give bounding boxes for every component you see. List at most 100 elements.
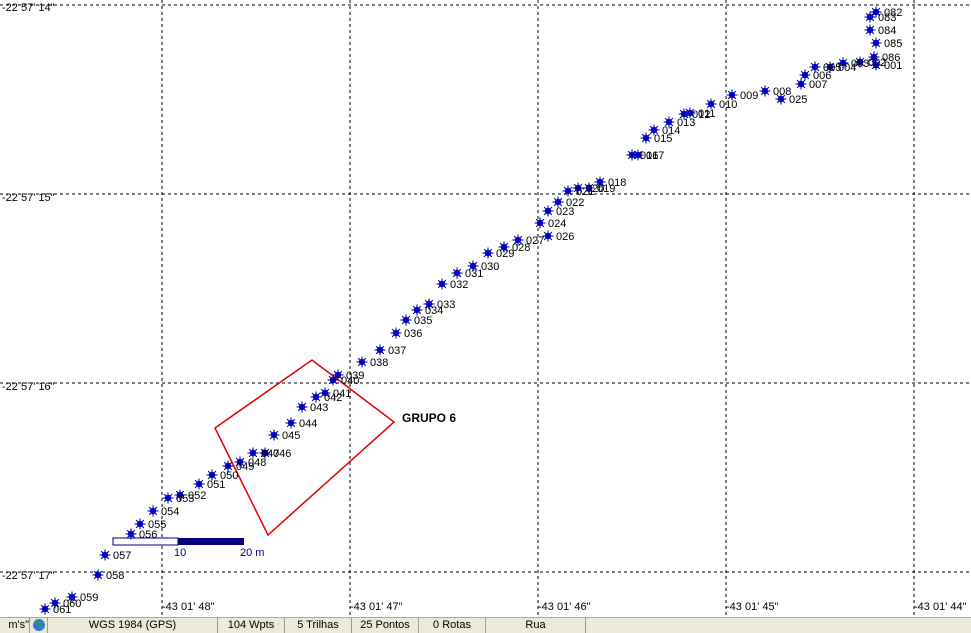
waypoint-rays (583, 182, 595, 194)
waypoint[interactable]: 001 (870, 59, 903, 72)
waypoint[interactable]: 011 (684, 107, 716, 120)
waypoint[interactable]: 025 (775, 93, 808, 106)
waypoint[interactable]: 009 (726, 89, 759, 102)
waypoint[interactable]: 006 (799, 69, 832, 82)
waypoint[interactable]: 057 (99, 549, 132, 562)
waypoint[interactable]: 022 (552, 196, 585, 209)
waypoint[interactable]: 036 (390, 327, 423, 340)
waypoint[interactable]: 054 (147, 505, 180, 518)
waypoint[interactable]: 018 (594, 176, 627, 189)
waypoint[interactable]: 021 (562, 185, 595, 198)
waypoint-rays (319, 387, 331, 399)
waypoint-rays (775, 93, 787, 105)
waypoint[interactable]: 031 (451, 267, 484, 280)
waypoint[interactable]: 058 (92, 569, 125, 582)
waypoint[interactable]: 044 (285, 417, 318, 430)
waypoint-rays (663, 116, 675, 128)
waypoint[interactable]: 084 (864, 24, 897, 37)
waypoint[interactable]: 005 (809, 61, 842, 74)
waypoint[interactable]: 059 (66, 591, 99, 604)
waypoint-label: 050 (220, 470, 238, 482)
status-cell: WGS 1984 (GPS) (48, 618, 218, 633)
waypoint[interactable]: 060 (49, 597, 82, 610)
waypoint[interactable]: 024 (534, 217, 567, 230)
waypoint[interactable]: 029 (482, 247, 515, 260)
waypoint[interactable]: 038 (356, 356, 389, 369)
waypoint-dot (826, 63, 834, 71)
waypoint[interactable]: 033 (423, 298, 456, 311)
waypoint[interactable]: 045 (268, 429, 301, 442)
waypoint[interactable]: 042 (310, 391, 343, 404)
waypoint[interactable]: 013 (663, 116, 696, 129)
waypoint[interactable]: 040 (327, 374, 360, 387)
waypoint[interactable]: 082 (870, 6, 903, 19)
waypoint-dot (761, 87, 769, 95)
waypoint[interactable]: 017 (632, 149, 665, 162)
waypoint[interactable]: 030 (467, 260, 500, 273)
waypoint-label: 009 (740, 90, 758, 102)
waypoint[interactable]: 043 (296, 401, 329, 414)
waypoint-rays (498, 241, 510, 253)
waypoint[interactable]: 050 (206, 469, 239, 482)
waypoint[interactable]: 032 (436, 278, 469, 291)
waypoint-dot (392, 329, 400, 337)
group-label: GRUPO 6 (402, 411, 456, 425)
waypoint-label: 046 (273, 448, 291, 460)
waypoint-label: 006 (813, 70, 831, 82)
waypoint[interactable]: 008 (759, 85, 792, 98)
waypoint[interactable]: 046 (259, 447, 292, 460)
waypoint[interactable]: 085 (870, 37, 903, 50)
waypoint[interactable]: 002 (854, 56, 887, 69)
waypoint-rays (174, 489, 186, 501)
waypoint-label: 058 (106, 570, 124, 582)
waypoint[interactable]: 035 (400, 314, 433, 327)
waypoint[interactable]: 023 (542, 205, 575, 218)
lon-label: -43 01' 47" (350, 601, 403, 613)
waypoint[interactable]: 027 (512, 234, 545, 247)
waypoint[interactable]: 028 (498, 241, 531, 254)
waypoint[interactable]: 055 (134, 518, 167, 531)
waypoint[interactable]: 020 (572, 182, 605, 195)
waypoint-rays (310, 391, 322, 403)
waypoint[interactable]: 010 (705, 98, 738, 111)
waypoint[interactable]: 056 (125, 528, 158, 541)
waypoint[interactable]: 026 (542, 230, 575, 243)
waypoint-label: 022 (566, 197, 584, 209)
waypoint[interactable]: 053 (162, 492, 195, 505)
waypoint[interactable]: 034 (411, 304, 444, 317)
waypoint[interactable]: 051 (193, 478, 226, 491)
waypoint[interactable]: 014 (648, 124, 681, 137)
waypoint-dot (856, 58, 864, 66)
waypoint-label: 052 (188, 490, 206, 502)
waypoint[interactable]: 015 (640, 132, 673, 145)
map-view[interactable]: GRUPO 6 10 20 m -22 57' 14"-22 57' 15"-2… (0, 0, 971, 617)
waypoint-dot (236, 458, 244, 466)
waypoint-dot (707, 100, 715, 108)
waypoint[interactable]: 041 (319, 387, 352, 400)
waypoint-label: 036 (404, 328, 422, 340)
waypoint[interactable]: 049 (222, 460, 255, 473)
waypoint[interactable]: 012 (678, 108, 711, 121)
waypoint[interactable]: 007 (795, 78, 828, 91)
waypoint[interactable]: 004 (824, 61, 857, 74)
waypoint[interactable]: 083 (864, 11, 897, 24)
waypoint[interactable]: 086 (868, 51, 901, 64)
waypoint-label: 053 (176, 493, 194, 505)
waypoint-dot (797, 80, 805, 88)
waypoint-label: 034 (425, 305, 443, 317)
waypoint-label: 044 (299, 418, 317, 430)
waypoint-rays (678, 108, 690, 120)
waypoint-rays (49, 597, 61, 609)
waypoint[interactable]: 047 (247, 447, 280, 460)
waypoint-rays (795, 78, 807, 90)
waypoint[interactable]: 003 (837, 57, 870, 70)
waypoint-rays (467, 260, 479, 272)
waypoint-dot (208, 471, 216, 479)
waypoint[interactable]: 048 (234, 456, 267, 469)
waypoint[interactable]: 019 (583, 182, 616, 195)
waypoint[interactable]: 037 (374, 344, 407, 357)
waypoint-rays (390, 327, 402, 339)
waypoint-label: 024 (548, 218, 566, 230)
waypoint[interactable]: 052 (174, 489, 207, 502)
waypoint[interactable]: 061 (39, 603, 72, 616)
